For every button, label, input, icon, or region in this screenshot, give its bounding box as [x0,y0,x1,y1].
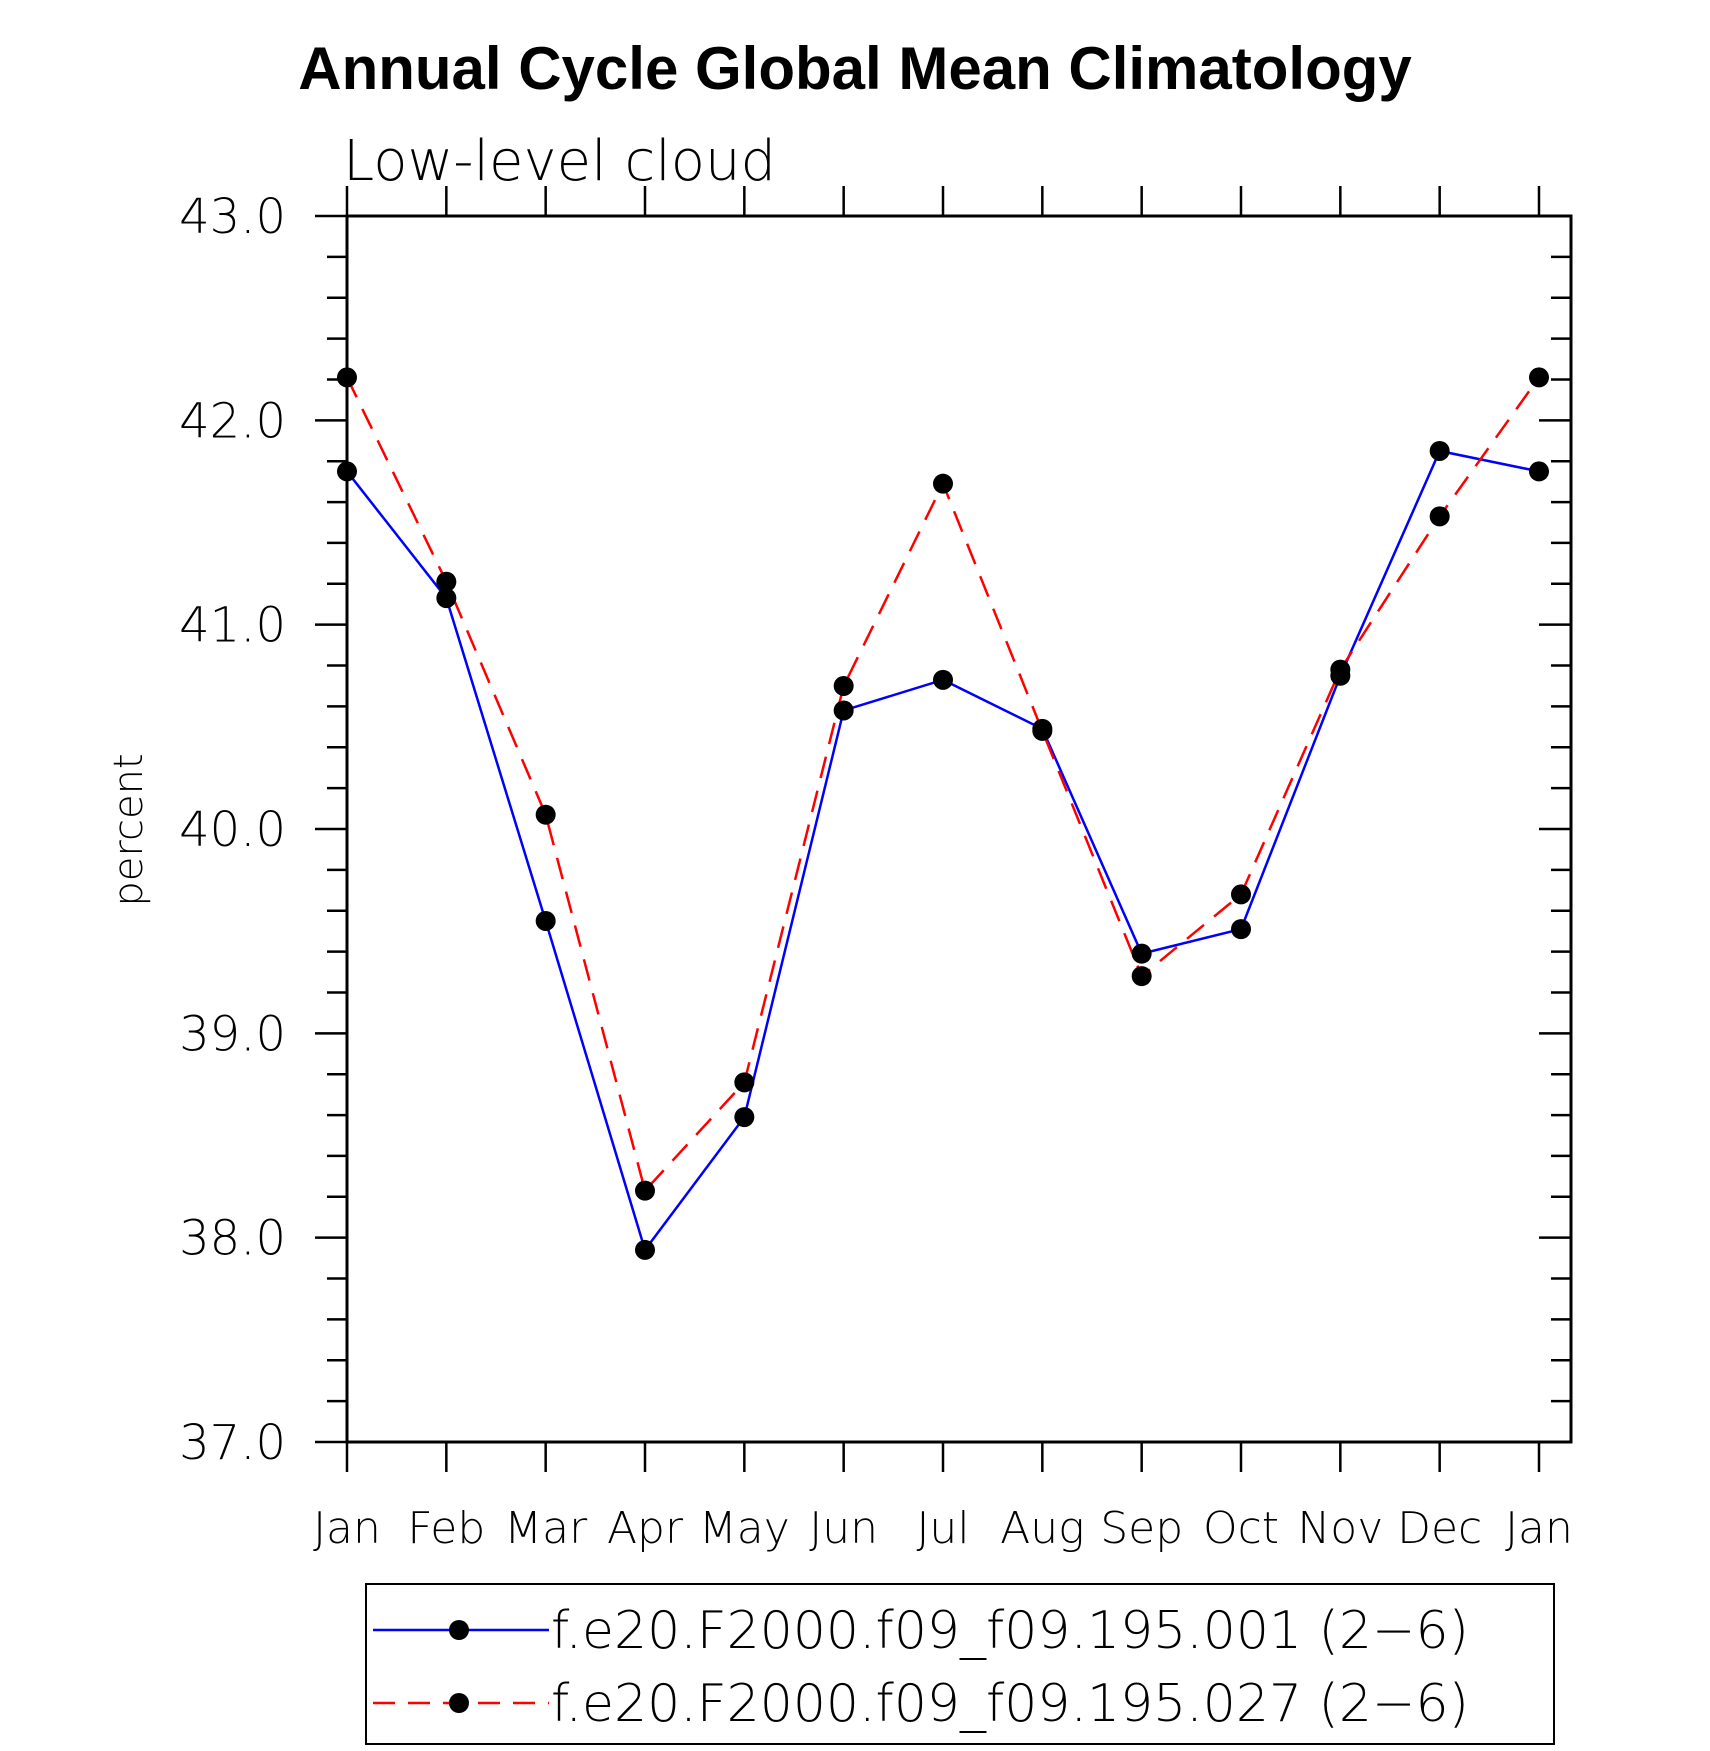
series-lines [345,376,1541,1253]
x-tick-label: Oct [1203,1503,1279,1554]
series-line-1 [346,449,1540,1253]
plot-frame [345,214,1573,1444]
legend-marker-series-1 [449,1620,469,1640]
data-point-series-1 [833,700,854,721]
y-tick-label: 43.0 [179,189,286,245]
data-point-series-2 [833,675,854,696]
x-tick-label: Apr [607,1503,684,1554]
legend: f.e20.F2000.f09_f09.195.001 (2−6) f.e20.… [365,1583,1555,1745]
chart-title: Annual Cycle Global Mean Climatology [298,35,1412,102]
x-tick-label: Feb [407,1503,485,1554]
data-point-series-2 [1231,884,1251,905]
data-point-series-2 [635,1180,655,1201]
data-point-series-1 [436,588,457,609]
chart-subtitle: Low-level cloud [343,129,776,194]
data-point-series-2 [734,1072,755,1093]
legend-label-series-1: f.e20.F2000.f09_f09.195.001 (2−6) [551,1601,1469,1661]
x-tick-label: May [699,1503,790,1554]
data-point-series-2 [1330,659,1351,680]
y-tick-label: 38.0 [179,1211,286,1267]
data-point-series-1 [933,669,953,690]
x-tick-labels: Jan Feb Mar Apr May Jun Jul Aug Sep Oct Nov Dec Jan [313,1503,1573,1554]
x-tick-label: Dec [1397,1503,1482,1554]
data-point-series-1 [535,910,556,931]
y-tick-label: 42.0 [179,393,286,449]
y-tick-label: 37.0 [179,1415,286,1471]
data-point-series-1 [1429,440,1450,461]
x-tick-label: Jul [916,1503,969,1554]
data-point-series-1 [1529,461,1549,482]
data-point-series-2 [1529,367,1549,388]
x-tick-label: Nov [1297,1503,1383,1554]
data-point-series-2 [1032,720,1053,741]
x-tick-label: Jun [809,1503,878,1554]
y-tick-label: 40.0 [179,802,286,858]
x-tick-label: Jan [1505,1503,1573,1554]
data-point-series-1 [1231,919,1251,940]
data-point-series-2 [1429,506,1450,527]
data-point-series-1 [734,1107,755,1128]
x-tick-label: Aug [1000,1503,1084,1554]
x-tick-label: Sep [1100,1503,1183,1554]
axis-ticks [315,186,1571,1472]
legend-label-series-2: f.e20.F2000.f09_f09.195.027 (2−6) [551,1674,1469,1734]
x-tick-label: Jan [313,1503,381,1554]
data-point-series-2 [436,571,457,592]
y-tick-label: 39.0 [179,1006,286,1062]
x-tick-label: Mar [504,1503,588,1554]
data-point-series-1 [1131,943,1152,964]
y-tick-label: 41.0 [179,598,286,654]
y-tick-labels: 37.0 38.0 39.0 40.0 41.0 42.0 43.0 [179,189,286,1471]
y-axis-label: percent [106,753,152,906]
legend-box [365,1583,1555,1745]
data-point-series-1 [635,1239,655,1260]
series-points [337,367,1549,1260]
series-line-2 [345,376,1541,1194]
data-point-series-2 [1131,966,1152,987]
data-point-series-2 [933,473,953,494]
legend-marker-series-2 [449,1693,469,1713]
data-point-series-2 [535,804,556,825]
